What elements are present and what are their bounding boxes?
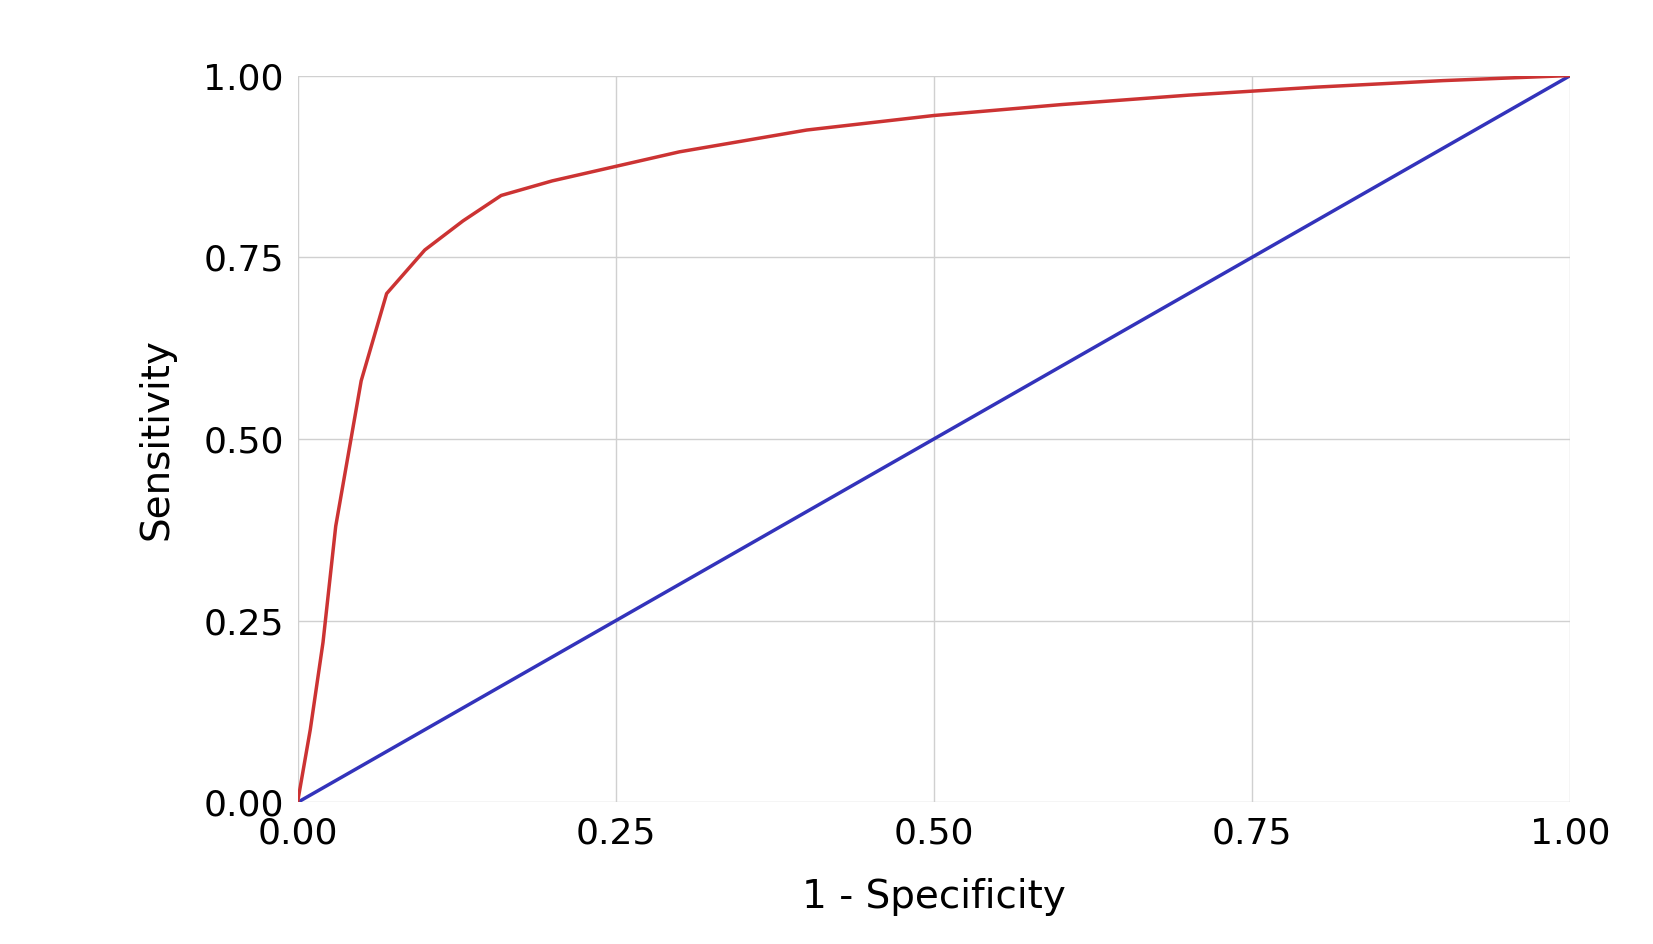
X-axis label: 1 - Specificity: 1 - Specificity bbox=[802, 878, 1066, 916]
Y-axis label: Sensitivity: Sensitivity bbox=[137, 338, 175, 540]
